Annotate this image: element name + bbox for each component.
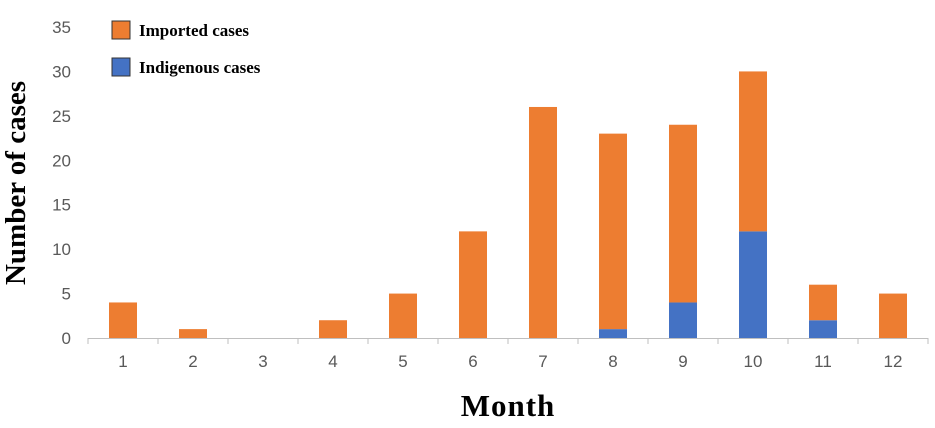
y-axis-ticks: 0 5 10 15 20 25 30 35 [52,18,71,348]
y-tick-label: 15 [52,196,71,215]
y-tick-label: 0 [62,329,71,348]
y-tick-label: 30 [52,62,71,81]
x-tick-label: 6 [468,352,477,371]
legend-swatch [111,20,131,40]
legend-swatch [111,57,131,77]
legend: Imported cases Indigenous cases [111,20,261,77]
x-tick-label: 3 [258,352,267,371]
bar-indigenous-cases [669,302,697,338]
bar-imported-cases [389,293,417,338]
bar-imported-cases [109,302,137,338]
x-tick-label: 1 [118,352,127,371]
x-tick-label: 2 [188,352,197,371]
y-tick-label: 10 [52,240,71,259]
x-tick-label: 8 [608,352,617,371]
bar-imported-cases [179,329,207,338]
y-tick-label: 5 [62,285,71,304]
bar-imported-cases [739,71,767,232]
bar-imported-cases [529,106,557,338]
x-tick-label: 5 [398,352,407,371]
legend-label: Indigenous cases [139,58,261,77]
x-tick-label: 9 [678,352,687,371]
x-tick-label: 10 [744,352,763,371]
x-tick-label: 4 [328,352,337,371]
bar-imported-cases [809,284,837,321]
x-axis-title: Month [461,388,556,423]
y-tick-label: 25 [52,107,71,126]
bars-layer [109,71,907,338]
legend-label: Imported cases [139,21,249,40]
bar-imported-cases [319,320,347,338]
bar-indigenous-cases [809,320,837,338]
x-tick-label: 7 [538,352,547,371]
x-tick-label: 12 [884,352,903,371]
x-axis-ticks: 1 2 3 4 5 6 7 8 9 10 11 12 [87,338,929,371]
bar-indigenous-cases [739,231,767,338]
y-tick-label: 20 [52,151,71,170]
bar-imported-cases [879,293,907,338]
bar-indigenous-cases [599,329,627,338]
y-tick-label: 35 [52,18,71,37]
bar-imported-cases [599,133,627,330]
y-axis-title: Number of cases [0,81,32,285]
bar-imported-cases [669,124,697,303]
x-tick-label: 11 [814,352,832,371]
bar-imported-cases [459,231,487,338]
